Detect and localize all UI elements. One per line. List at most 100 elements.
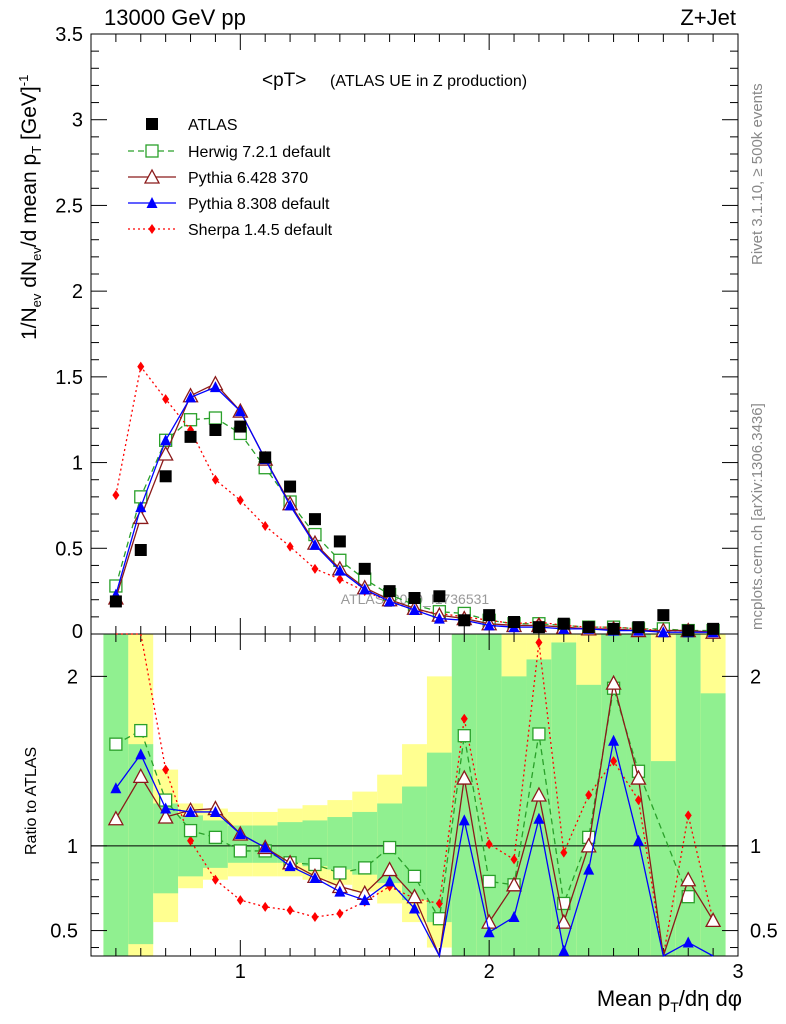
ratio-point-herwig [233,844,247,858]
main-point-atlas [458,614,471,627]
ratio-point-herwig [382,840,397,855]
ratio-point-herwig [432,912,447,926]
ratio-point-pythia8 [508,911,520,923]
ratio-point-pythia8 [209,805,221,817]
main-point-sherpa [311,563,319,574]
main-y-tick-label: 3.5 [55,24,83,46]
legend-marker-sherpa [148,224,156,234]
main-point-atlas [557,617,570,630]
main-point-sherpa [112,490,120,501]
ratio-point-pythia6 [530,786,548,802]
ratio-point-pythia8 [309,872,321,884]
ratio-point-sherpa [585,790,593,800]
ratio-point-pythia8 [284,860,296,872]
ratio-point-herwig [333,866,347,880]
ratio-point-sherpa [435,898,443,909]
main-point-atlas [184,430,197,443]
ratio-point-pythia6 [630,769,647,785]
ratio-point-pythia8 [458,814,470,826]
main-point-sherpa [137,361,145,372]
main-series-group [107,361,722,639]
ratio-point-herwig [482,874,496,889]
legend-marker-pythia8 [146,197,158,208]
main-point-pythia8 [185,391,197,403]
band-inner-bin [650,761,676,956]
main-point-sherpa [236,495,244,506]
ratio-point-pythia8 [234,827,246,839]
ratio-y-tick-label: 0.5 [50,921,78,943]
main-point-pythia6 [157,445,174,461]
svg-text:1/Nev dNev/d mean pT [GeV]-1: 1/Nev dNev/d mean pT [GeV]-1 [16,75,44,340]
legend-entry-herwig: Herwig 7.2.1 default [128,144,331,161]
ratio-point-pythia8 [384,875,396,887]
main-point-atlas [707,622,720,635]
main-series-atlas [109,420,720,637]
main-point-atlas [109,595,122,608]
main-point-pythia8 [433,612,445,624]
ratio-point-sherpa [634,795,642,806]
ratio-point-pythia6 [555,913,572,929]
legend-label-sherpa: Sherpa 1.4.5 default [188,222,333,239]
ratio-point-pythia6 [505,876,523,892]
ratio-point-herwig [208,830,223,845]
ratio-point-sherpa [560,847,568,858]
main-point-atlas [607,622,620,635]
ratio-point-sherpa [460,713,468,724]
main-point-herwig [208,411,223,425]
ratio-point-pythia8 [533,812,545,824]
ratio-point-sherpa [485,839,493,850]
main-y-tick-label: 3 [72,110,83,132]
main-point-pythia8 [309,538,321,550]
legend-label-herwig: Herwig 7.2.1 default [188,144,331,161]
ratio-point-sherpa [684,810,692,821]
main-point-atlas [483,609,496,622]
main-point-pythia8 [284,499,296,511]
legend-marker-atlas [146,118,158,130]
ratio-point-pythia8 [583,863,595,875]
band-inner-bin [576,684,602,956]
ratio-point-pythia8 [110,782,122,794]
main-point-atlas [259,451,272,464]
x-axis-label: Mean pT/dη dφ [597,986,742,1015]
main-y-axis-label: 1/Nev dNev/d mean pT [GeV]-1 [16,75,44,340]
ratio-point-sherpa [286,905,294,916]
main-point-pythia8 [209,381,221,393]
band-inner-bin [402,786,427,901]
band-inner-bin [103,634,129,956]
band-inner-bin [526,659,552,956]
ratio-point-sherpa [336,908,344,919]
ratio-point-pythia8 [632,834,644,846]
legend-label-atlas: ATLAS [188,117,238,134]
legend-entry-sherpa: Sherpa 1.4.5 default [128,222,333,239]
ratio-point-pythia8 [483,926,495,938]
legend-label-pythia8: Pythia 8.308 default [188,196,330,213]
ratio-point-pythia6 [680,871,697,887]
ratio-point-sherpa [211,874,219,885]
x-tick-label: 3 [732,961,743,983]
band-inner-bin [476,634,502,956]
main-point-sherpa [286,541,294,552]
chart-title-main: <pT> [262,70,306,91]
ratio-point-pythia8 [558,944,570,956]
ratio-point-pythia8 [160,802,172,814]
main-point-pythia8 [334,564,346,576]
side-label-mcplots: mcplots.cern.ch [arXiv:1306.3436] [749,403,766,630]
main-point-pythia8 [160,434,172,446]
ratio-point-pythia6 [107,810,124,826]
main-point-atlas [383,585,396,598]
ratio-point-herwig [134,723,148,738]
ratio-point-pythia8 [409,902,420,914]
main-point-pythia8 [483,619,495,631]
ratio-y-tick-label: 2 [67,666,78,688]
ratio-point-pythia8 [185,805,197,817]
main-point-pythia6 [132,509,149,525]
header-right: Z+Jet [680,5,736,30]
main-y-tick-label: 2.5 [55,195,83,217]
band-inner-bin [626,634,651,956]
main-point-atlas [508,616,521,628]
ratio-point-herwig [183,823,198,838]
ratio-series-herwig [109,681,695,926]
main-point-pythia8 [657,626,669,638]
ratio-point-sherpa [510,854,518,865]
